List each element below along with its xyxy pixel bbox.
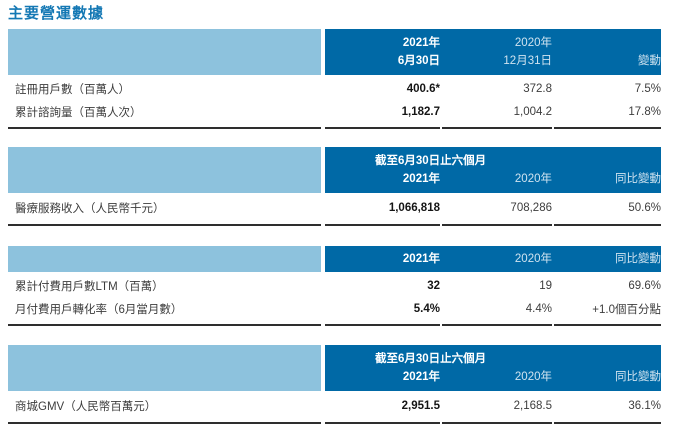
section4-label-band	[8, 345, 321, 391]
section3-header-line: 2021年 2020年 同比變動	[325, 250, 661, 268]
col-header-2021-year: 2021年	[402, 173, 440, 185]
value-2020: 708,286	[510, 201, 552, 214]
value-2020: 4.4%	[525, 302, 552, 315]
row-label: 醫療服務收入（人民幣千元）	[15, 202, 165, 215]
report-page: 主要營運數據 2021年 2020年 6月30日 12月31日 變動	[0, 4, 673, 431]
value-2020: 2,168.5	[513, 399, 552, 412]
row-label: 註冊用戶數（百萬人）	[15, 83, 130, 96]
row-label: 月付費用戶轉化率（6月當月數）	[15, 303, 183, 316]
section2-header-band: 截至6月30日止六個月 2021年 2020年 同比變動	[8, 147, 661, 193]
col-header-2021-date: 6月30日	[397, 55, 440, 67]
value-change: +1.0個百分點	[592, 303, 661, 316]
section4-column-headers: 截至6月30日止六個月 2021年 2020年 同比變動	[325, 345, 661, 391]
section-paying-users: 2021年 2020年 同比變動 累計付費用戶數LTM（百萬） 32 19 69…	[8, 246, 661, 326]
section3-rows: 累計付費用戶數LTM（百萬） 32 19 69.6% 月付費用戶轉化率（6月當月…	[8, 272, 661, 324]
col-header-2021-year: 2021年	[402, 253, 440, 265]
table-row: 醫療服務收入（人民幣千元） 1,066,818 708,286 50.6%	[8, 195, 661, 220]
section4-header-line: 2021年 2020年 同比變動	[325, 368, 661, 386]
value-2020: 19	[539, 279, 552, 292]
section-user-metrics: 2021年 2020年 6月30日 12月31日 變動 註冊用戶數（百萬人） 4…	[8, 29, 661, 129]
table-row: 商城GMV（人民幣百萬元） 2,951.5 2,168.5 36.1%	[8, 393, 661, 418]
section3-header-band: 2021年 2020年 同比變動	[8, 246, 661, 272]
section-bottom-rule	[8, 324, 661, 326]
value-2021: 1,182.7	[401, 105, 440, 118]
col-header-yoy-change: 同比變動	[615, 253, 661, 265]
section1-header-band: 2021年 2020年 6月30日 12月31日 變動	[8, 29, 661, 75]
value-2021: 32	[427, 279, 440, 292]
value-2021: 1,066,818	[388, 201, 440, 214]
col-header-yoy-change: 同比變動	[615, 371, 661, 383]
section2-header-line: 2021年 2020年 同比變動	[325, 170, 661, 188]
col-header-2020-year: 2020年	[514, 371, 552, 383]
section1-header-line2: 6月30日 12月31日 變動	[325, 52, 661, 70]
value-2020: 1,004.2	[513, 105, 552, 118]
value-2021: 400.6*	[406, 82, 440, 95]
value-2020: 372.8	[523, 82, 552, 95]
section-bottom-rule	[8, 127, 661, 129]
section1-rows: 註冊用戶數（百萬人） 400.6* 372.8 7.5% 累計諮詢量（百萬人次）…	[8, 75, 661, 127]
section3-column-headers: 2021年 2020年 同比變動	[325, 246, 661, 272]
col-header-2021-year: 2021年	[402, 37, 440, 49]
table-row: 累計付費用戶數LTM（百萬） 32 19 69.6%	[8, 274, 661, 297]
table-row: 累計諮詢量（百萬人次） 1,182.7 1,004.2 17.8%	[8, 100, 661, 123]
section-bottom-rule	[8, 422, 661, 424]
section4-rows: 商城GMV（人民幣百萬元） 2,951.5 2,168.5 36.1%	[8, 391, 661, 422]
value-2021: 2,951.5	[401, 399, 440, 412]
col-header-yoy-change: 同比變動	[615, 173, 661, 185]
section1-header-line1: 2021年 2020年	[325, 34, 661, 52]
col-header-change: 變動	[638, 55, 661, 67]
section4-header-band: 截至6月30日止六個月 2021年 2020年 同比變動	[8, 345, 661, 391]
value-change: 7.5%	[634, 82, 661, 95]
col-header-empty	[552, 34, 661, 52]
value-change: 69.6%	[628, 279, 661, 292]
row-label: 累計諮詢量（百萬人次）	[15, 106, 142, 119]
period-span-header: 截至6月30日止六個月	[375, 155, 487, 167]
table-row: 註冊用戶數（百萬人） 400.6* 372.8 7.5%	[8, 77, 661, 100]
value-change: 50.6%	[628, 201, 661, 214]
table-row: 月付費用戶轉化率（6月當月數） 5.4% 4.4% +1.0個百分點	[8, 297, 661, 320]
section2-column-headers: 截至6月30日止六個月 2021年 2020年 同比變動	[325, 147, 661, 193]
page-title: 主要營運數據	[8, 5, 105, 22]
value-change: 17.8%	[628, 105, 661, 118]
section2-rows: 醫療服務收入（人民幣千元） 1,066,818 708,286 50.6%	[8, 193, 661, 224]
col-header-2020-year: 2020年	[514, 173, 552, 185]
col-header-2020-year: 2020年	[514, 37, 552, 49]
col-header-2020-year: 2020年	[514, 253, 552, 265]
section1-column-headers: 2021年 2020年 6月30日 12月31日 變動	[325, 29, 661, 75]
section-bottom-rule	[8, 224, 661, 226]
section1-label-band	[8, 29, 321, 75]
content-area: 主要營運數據 2021年 2020年 6月30日 12月31日 變動	[8, 4, 661, 424]
col-header-2021-year: 2021年	[402, 371, 440, 383]
section3-label-band	[8, 246, 321, 272]
period-span-header: 截至6月30日止六個月	[375, 353, 487, 365]
row-label: 累計付費用戶數LTM（百萬）	[15, 280, 164, 293]
row-label: 商城GMV（人民幣百萬元）	[15, 400, 157, 413]
value-2021: 5.4%	[413, 302, 440, 315]
section-medical-revenue: 截至6月30日止六個月 2021年 2020年 同比變動 醫療服務收入（人民幣千…	[8, 147, 661, 226]
col-header-2020-date: 12月31日	[503, 55, 552, 67]
value-change: 36.1%	[628, 399, 661, 412]
section2-label-band	[8, 147, 321, 193]
section-mall-gmv: 截至6月30日止六個月 2021年 2020年 同比變動 商城GMV（人民幣百萬…	[8, 345, 661, 424]
